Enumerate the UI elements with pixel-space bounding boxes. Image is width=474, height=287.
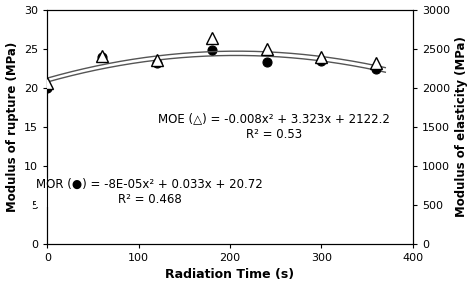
Text: MOE (△) = -0.008x² + 3.323x + 2122.2
R² = 0.53: MOE (△) = -0.008x² + 3.323x + 2122.2 R² …: [158, 113, 390, 141]
Y-axis label: Modulus of elasticity (MPa): Modulus of elasticity (MPa): [456, 36, 468, 217]
Text: MOR (●) = -8E-05x² + 0.033x + 20.72
R² = 0.468: MOR (●) = -8E-05x² + 0.033x + 20.72 R² =…: [36, 178, 263, 206]
Y-axis label: Modulus of rupture (MPa): Modulus of rupture (MPa): [6, 42, 18, 212]
X-axis label: Radiation Time (s): Radiation Time (s): [165, 268, 294, 282]
